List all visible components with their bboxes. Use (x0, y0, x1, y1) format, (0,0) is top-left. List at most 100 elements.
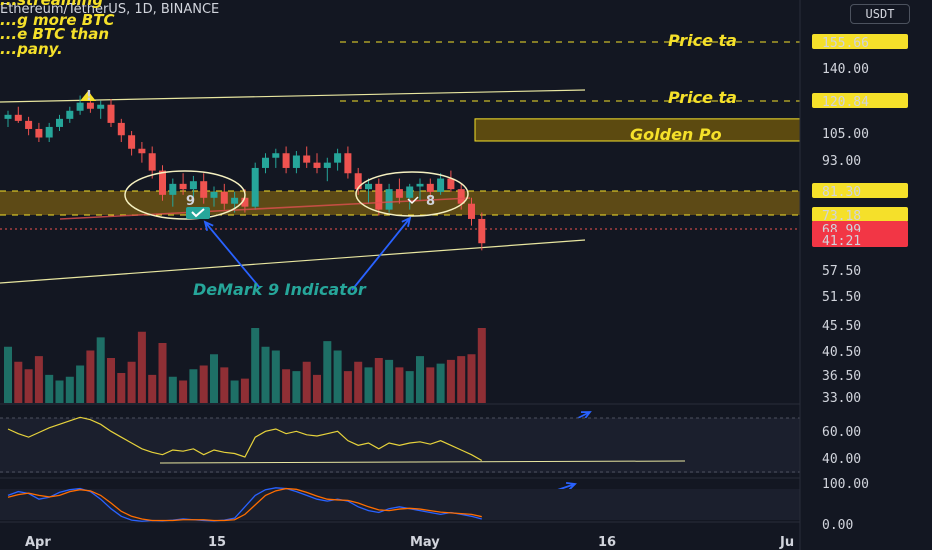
currency-selector[interactable]: USDT (850, 4, 910, 24)
candle-body (241, 197, 249, 207)
stoch-band (0, 489, 800, 520)
price-tick-label: 40.50 (822, 345, 861, 360)
candle-body (365, 183, 372, 190)
candle-body (313, 162, 321, 168)
price-badge (812, 93, 908, 108)
candle-body (35, 128, 43, 138)
stoch-arrow-head (565, 482, 577, 491)
candle-body (14, 114, 22, 121)
volume-bar (251, 328, 260, 403)
golden-pocket-label: Golden Po (630, 125, 722, 144)
note-line-4: ...pany. (0, 40, 63, 58)
candle-body (426, 183, 434, 192)
price-axis-bg (800, 0, 932, 550)
candle-body (375, 183, 383, 210)
candle-body (179, 183, 187, 190)
price-badge (812, 232, 908, 247)
time-tick-label: May (410, 535, 440, 550)
rsi-line (7, 416, 483, 462)
volume-bar (477, 328, 486, 403)
candle-body (107, 104, 115, 123)
volume-bar (282, 369, 291, 403)
candle-body (189, 181, 197, 190)
warning-symbol: ! (86, 89, 92, 104)
price-target-2-label: Price ta (668, 88, 737, 107)
candle-body (447, 178, 455, 190)
candle-body (437, 178, 445, 192)
volume-bar (179, 380, 188, 403)
price-badge-label: 81.30 (822, 185, 861, 200)
volume-bar (86, 350, 95, 403)
rsi-tick-label: 60.00 (822, 425, 861, 440)
volume-bar (395, 367, 404, 403)
td-count-label: 9 (186, 194, 195, 209)
warning-icon (80, 91, 96, 101)
volume-bar (446, 359, 455, 403)
volume-bar (313, 374, 321, 403)
time-tick-label: Apr (25, 535, 51, 550)
volume-bar (385, 359, 394, 403)
volume-bar (210, 354, 218, 403)
candle-body (323, 162, 331, 168)
volume-bar (302, 361, 311, 403)
volume-bar (333, 350, 342, 403)
volume-bar (343, 371, 352, 403)
candle-body (344, 153, 352, 174)
volume-bar (374, 358, 383, 403)
candle-body (220, 191, 228, 204)
candle-body (406, 186, 414, 198)
candle-body (128, 135, 136, 149)
price-tick-label: 45.50 (822, 319, 861, 334)
price-badge-label: 155.66 (822, 36, 869, 51)
lower-trendline (0, 239, 586, 284)
volume-bar (457, 356, 466, 403)
demark-arrow-head (203, 220, 214, 231)
volume-bar (261, 346, 270, 403)
candle-body (25, 120, 33, 129)
candle-body (117, 122, 125, 136)
candle-body (385, 189, 393, 210)
candle-body (282, 153, 290, 168)
volume-bar (14, 361, 23, 403)
volume-bar (76, 365, 85, 403)
volume-bar (354, 361, 363, 403)
price-tick-label: 51.50 (822, 290, 861, 305)
symbol-title[interactable]: Ethereum/TetherUS, 1D, BINANCE (0, 2, 220, 17)
rsi-tick-label: 40.00 (822, 452, 861, 467)
rsi-arrow-head (580, 411, 592, 420)
candle-body (45, 126, 53, 138)
volume-bar (405, 371, 414, 403)
volume-bar (292, 371, 301, 403)
volume-bar (127, 361, 136, 403)
note-line-2: ...g more BTC (0, 11, 115, 29)
volume-bar (55, 380, 64, 403)
td-count-label: 8 (426, 194, 435, 209)
volume-bar (107, 358, 115, 403)
volume-bar (199, 365, 208, 403)
price-badge-label: 120.84 (822, 95, 869, 110)
price-tick-label: 93.00 (822, 154, 861, 169)
upper-trendline (0, 89, 586, 103)
demark-indicator-label: DeMark 9 Indicator (193, 280, 366, 299)
price-badge (812, 183, 908, 198)
candle-body (138, 148, 146, 154)
candle-body (159, 170, 166, 195)
candle-body (262, 157, 269, 168)
check-icon (407, 196, 419, 205)
demark-arrow-head (401, 216, 412, 227)
volume-bar (148, 374, 157, 403)
volume-bar (230, 380, 239, 403)
volume-bar (323, 341, 332, 403)
candle-body (478, 218, 486, 244)
time-tick-label: 15 (208, 535, 226, 550)
volume-bar (220, 367, 229, 403)
volume-bar (240, 378, 249, 403)
note-line-3: ...e BTC than (0, 25, 110, 43)
volume-bar (426, 367, 435, 403)
price-tick-label: 36.50 (822, 369, 861, 384)
volume-bar (271, 350, 280, 403)
candle-body (86, 102, 94, 109)
candle-body (76, 102, 84, 111)
stoch-tick-label: 0.00 (822, 518, 853, 533)
